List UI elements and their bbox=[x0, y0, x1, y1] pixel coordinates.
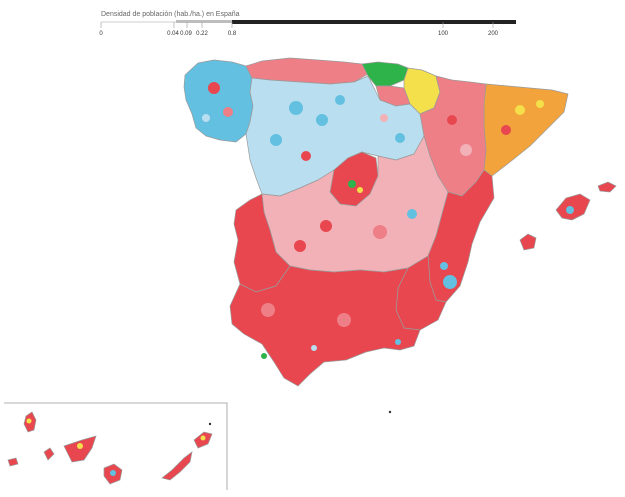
region-andalucia bbox=[229, 265, 421, 387]
island-mallorca bbox=[555, 193, 591, 221]
tick-label: 200 bbox=[488, 31, 499, 37]
inset-frame bbox=[4, 402, 228, 490]
balearic-islands bbox=[519, 181, 617, 251]
island-ibiza bbox=[519, 233, 537, 251]
region-galicia bbox=[183, 59, 254, 143]
legend-bar-light bbox=[176, 20, 232, 23]
tick-label: 0.09 bbox=[180, 31, 192, 37]
tick-label: 0.8 bbox=[228, 31, 237, 37]
island-fuerteventura bbox=[161, 451, 193, 481]
tick-label: 0.04 bbox=[167, 31, 179, 37]
island-la-gomera bbox=[43, 447, 55, 461]
island-el-hierro bbox=[7, 457, 19, 467]
legend-bar bbox=[232, 20, 516, 24]
tick-label: 0 bbox=[99, 31, 103, 37]
tick-label: 0.22 bbox=[196, 31, 208, 37]
island-menorca bbox=[597, 181, 617, 193]
alboran-island bbox=[388, 410, 392, 414]
density-texture bbox=[202, 82, 544, 359]
region-cataluna bbox=[483, 83, 569, 177]
mainland-spain bbox=[183, 57, 569, 387]
legend: Densidad de población (hab./ha.) en Espa… bbox=[99, 11, 516, 37]
canary-islands-inset bbox=[4, 402, 228, 490]
legend-ticks: 0 0.04 0.09 0.22 0.8 100 200 bbox=[99, 22, 499, 37]
tick-label: 100 bbox=[438, 31, 449, 37]
legend-title: Densidad de población (hab./ha.) en Espa… bbox=[101, 11, 240, 18]
